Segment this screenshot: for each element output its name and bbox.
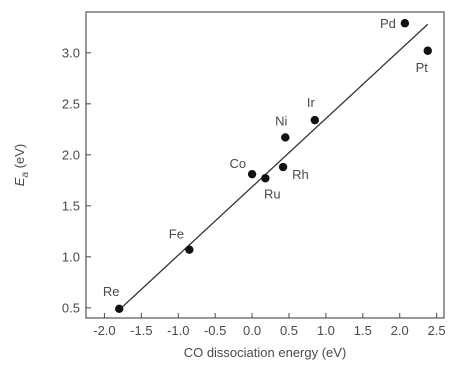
x-tick-label: 1.5 xyxy=(354,323,372,338)
x-tick-label: 0.0 xyxy=(243,323,261,338)
data-point-co xyxy=(247,169,257,179)
data-point-re xyxy=(115,304,124,314)
y-tick-label: 3.0 xyxy=(62,45,80,60)
data-point-rh xyxy=(278,162,288,172)
x-tick-label: 0.5 xyxy=(280,323,298,338)
y-tick-label: 1.5 xyxy=(62,198,80,213)
x-tick-label: 1.0 xyxy=(317,323,335,338)
fit-line xyxy=(118,23,429,311)
y-axis-title-unit: (eV) xyxy=(12,144,27,172)
y-tick-label: 0.5 xyxy=(62,300,80,315)
x-tick-label: 2.0 xyxy=(391,323,409,338)
point-label-ir: Ir xyxy=(307,95,316,110)
point-label-co: Co xyxy=(229,156,246,171)
point-label-rh: Rh xyxy=(292,167,309,182)
plot-frame xyxy=(85,11,445,319)
point-labels: Re Fe Co Ru Rh Ni Ir Pd Pt xyxy=(103,16,428,299)
data-point-pd xyxy=(400,19,410,28)
point-label-ru: Ru xyxy=(264,186,281,201)
x-tick-label: -1.5 xyxy=(130,323,152,338)
y-tick-label: 2.0 xyxy=(62,147,80,162)
data-point-fe xyxy=(185,245,194,254)
y-axis-title-main: E xyxy=(12,177,27,186)
y-axis: 0.5 1.0 1.5 2.0 2.5 3.0 xyxy=(62,45,91,315)
data-points xyxy=(115,19,432,314)
point-label-pd: Pd xyxy=(380,16,396,31)
point-label-fe: Fe xyxy=(169,227,184,242)
x-axis: -2.0 -1.5 -1.0 -0.5 0.0 0.5 1.0 1.5 2.0 2.5 xyxy=(93,313,446,338)
x-axis-title: CO dissociation energy (eV) xyxy=(184,345,347,360)
x-tick-label: -0.5 xyxy=(204,323,226,338)
y-tick-label: 1.0 xyxy=(62,249,80,264)
data-point-ni xyxy=(281,133,290,142)
y-axis-title: Ea (eV) xyxy=(12,144,31,186)
x-tick-label: -1.0 xyxy=(167,323,189,338)
point-label-pt: Pt xyxy=(416,60,429,75)
y-axis-title-sub: a xyxy=(20,172,31,178)
x-tick-label: 2.5 xyxy=(428,323,446,338)
data-point-ru xyxy=(261,174,270,183)
y-tick-label: 2.5 xyxy=(62,96,80,111)
data-point-ir xyxy=(310,115,320,125)
x-tick-label: -2.0 xyxy=(93,323,115,338)
point-label-re: Re xyxy=(103,284,120,299)
data-point-pt xyxy=(423,46,432,55)
point-label-ni: Ni xyxy=(275,113,287,128)
